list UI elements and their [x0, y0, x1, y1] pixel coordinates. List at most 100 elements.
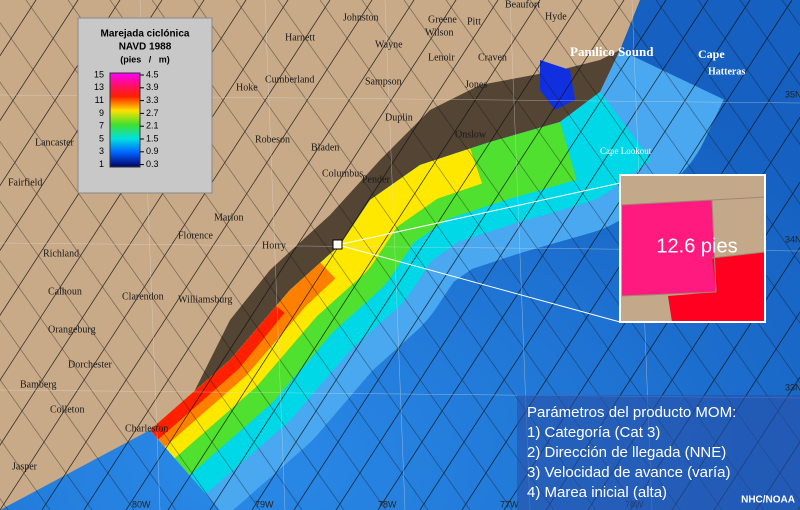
- track-line: [0, 21, 345, 510]
- place-label: Bamberg: [20, 379, 56, 390]
- place-label: Greene: [428, 14, 457, 25]
- feet-label: 9: [99, 108, 104, 118]
- track-line: [41, 0, 373, 510]
- track-line: [335, 0, 667, 510]
- zoom-marker: [332, 239, 343, 250]
- place-label: Charleston: [125, 423, 168, 434]
- feet-label: 3: [99, 146, 104, 156]
- place-label: Beaufort: [505, 0, 540, 10]
- inset-cell: [668, 252, 765, 322]
- inset-frame: [619, 174, 766, 323]
- meter-label: 3.9: [146, 82, 159, 92]
- track-line: [293, 0, 625, 510]
- parameter-item: 1) Categoría (Cat 3): [527, 424, 660, 441]
- parameters-title: Parámetros del producto MOM:: [527, 404, 736, 421]
- color-bar: [109, 72, 141, 168]
- feet-label: 15: [94, 69, 104, 79]
- track-line: [0, 0, 79, 122]
- longitude-label: 80W: [132, 499, 151, 509]
- place-label: Wilson: [425, 27, 454, 38]
- place-label: Columbus: [322, 168, 363, 179]
- place-label: Colleton: [50, 404, 84, 415]
- parameter-item: 2) Dirección de llegada (NNE): [527, 444, 726, 461]
- place-label: Cumberland: [265, 74, 314, 85]
- track-line: [251, 0, 583, 510]
- inset-gridline: [619, 196, 766, 297]
- track-line: [0, 200, 219, 510]
- meter-label: 2.1: [146, 121, 159, 131]
- place-label: Pender: [362, 174, 390, 185]
- place-label: Bladen: [311, 142, 339, 153]
- feet-label: 7: [99, 121, 104, 131]
- place-label: Jones: [465, 79, 487, 90]
- track-line: [0, 319, 135, 510]
- feet-label: 13: [94, 82, 104, 92]
- legend-title: Marejada ciclónica: [101, 29, 190, 40]
- place-label: Hyde: [545, 11, 567, 22]
- track-line: [167, 0, 499, 510]
- pamlico-sound: [540, 60, 575, 110]
- track-line: [697, 0, 800, 146]
- place-label: Pitt: [467, 16, 481, 27]
- place-label: Lenoir: [428, 52, 455, 63]
- legend-box: [77, 17, 213, 194]
- meter-label: 3.3: [146, 95, 159, 105]
- place-label: Duplin: [385, 112, 413, 123]
- place-label: Johnston: [343, 12, 379, 23]
- track-line: [0, 81, 303, 510]
- meter-label: 0.9: [146, 146, 159, 156]
- latitude-label: 33N: [785, 382, 800, 392]
- place-label: Onslow: [455, 129, 487, 140]
- zoom-line: [341, 245, 621, 323]
- meter-label: 4.5: [146, 69, 159, 79]
- parameters-box: [517, 395, 800, 510]
- track-line: [0, 378, 93, 510]
- legend-units: (pies / m): [120, 54, 170, 64]
- legend: Marejada ciclónica NAVD 1988 (pies / m) …: [77, 17, 213, 194]
- longitude-label: 78W: [378, 499, 397, 509]
- legend-datum: NAVD 1988: [119, 42, 172, 53]
- meter-label: 0.3: [146, 159, 159, 169]
- inset-cell: [622, 200, 716, 296]
- track-line: [0, 140, 261, 510]
- credit: NHC/NOAA: [741, 495, 795, 506]
- place-label: Marion: [214, 212, 243, 223]
- feet-label: 11: [95, 95, 104, 105]
- meridian: [264, 0, 286, 510]
- place-label: Calhoun: [48, 286, 82, 297]
- place-label: Cape Lookout: [600, 146, 652, 156]
- track-line: [125, 0, 457, 510]
- place-label: Richland: [43, 248, 79, 259]
- place-label: Clarendon: [122, 291, 164, 302]
- track-line: [83, 0, 415, 510]
- place-label: Hatteras: [708, 66, 745, 77]
- place-label: Williamsburg: [178, 294, 232, 305]
- inset-label: 12.6 pies: [656, 235, 737, 257]
- feet-label: 5: [99, 133, 104, 143]
- latitude-label: 35N: [785, 89, 800, 99]
- place-label: Jasper: [12, 461, 38, 472]
- place-label: Lancaster: [35, 137, 75, 148]
- place-label: Robeson: [255, 134, 290, 145]
- meter-label: 2.7: [146, 108, 159, 118]
- place-label: Hoke: [236, 82, 258, 93]
- meridian: [384, 0, 406, 510]
- place-label: Harnett: [285, 32, 315, 43]
- place-label: Craven: [478, 52, 507, 63]
- track-line: [377, 0, 709, 510]
- meter-label: 1.5: [146, 133, 159, 143]
- track-line: [0, 259, 177, 510]
- place-label: Fairfield: [8, 177, 42, 188]
- track-line: [0, 0, 121, 187]
- place-label: Wayne: [375, 39, 403, 50]
- inset: 12.6 pies: [619, 174, 766, 323]
- place-label: Pamlico Sound: [570, 44, 654, 59]
- feet-label: 1: [99, 159, 104, 169]
- track-line: [0, 0, 331, 510]
- place-label: Dorchester: [68, 359, 113, 370]
- parameter-item: 3) Velocidad de avance (varía): [527, 464, 730, 481]
- longitude-label: 79W: [255, 499, 274, 509]
- track-line: [613, 0, 800, 265]
- place-label: Florence: [178, 230, 214, 241]
